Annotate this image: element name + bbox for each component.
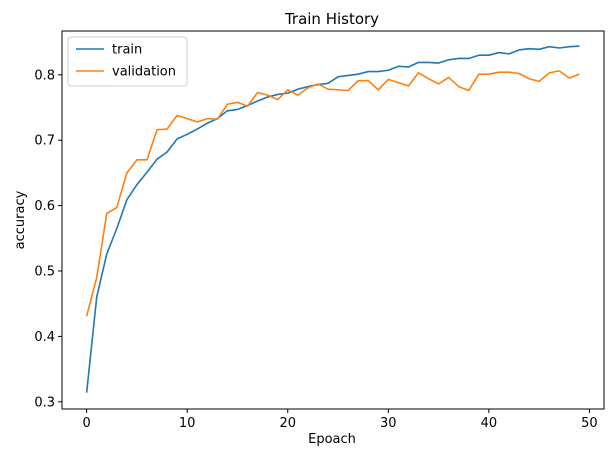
- x-axis-label: Epoach: [308, 432, 356, 447]
- series-line-validation: [85, 70, 580, 317]
- y-tick-label: 0.4: [34, 330, 55, 345]
- y-tick-label: 0.7: [34, 134, 55, 149]
- legend-label-train: train: [112, 43, 142, 58]
- y-tick-label: 0.8: [34, 68, 55, 83]
- y-axis-label: accuracy: [13, 190, 28, 249]
- y-tick-label: 0.3: [34, 395, 55, 410]
- x-tick-label: 10: [179, 416, 196, 431]
- series-line-train: [85, 45, 580, 393]
- x-tick-label: 40: [481, 416, 498, 431]
- y-tick-label: 0.5: [34, 265, 55, 280]
- legend-label-validation: validation: [112, 65, 176, 80]
- legend: train validation: [67, 36, 188, 87]
- chart-title: Train History: [284, 10, 379, 28]
- plot-frame: [61, 30, 605, 410]
- x-tick-label: 20: [279, 416, 296, 431]
- series-lines: [85, 45, 580, 393]
- x-tick-label: 50: [581, 416, 598, 431]
- axis-ticks: 0 10 20 30 40 50 0.3 0.4 0.5 0.6 0.7 0.8: [34, 68, 597, 431]
- y-tick-label: 0.6: [34, 199, 55, 214]
- x-tick-label: 30: [380, 416, 397, 431]
- x-tick-label: 0: [82, 416, 90, 431]
